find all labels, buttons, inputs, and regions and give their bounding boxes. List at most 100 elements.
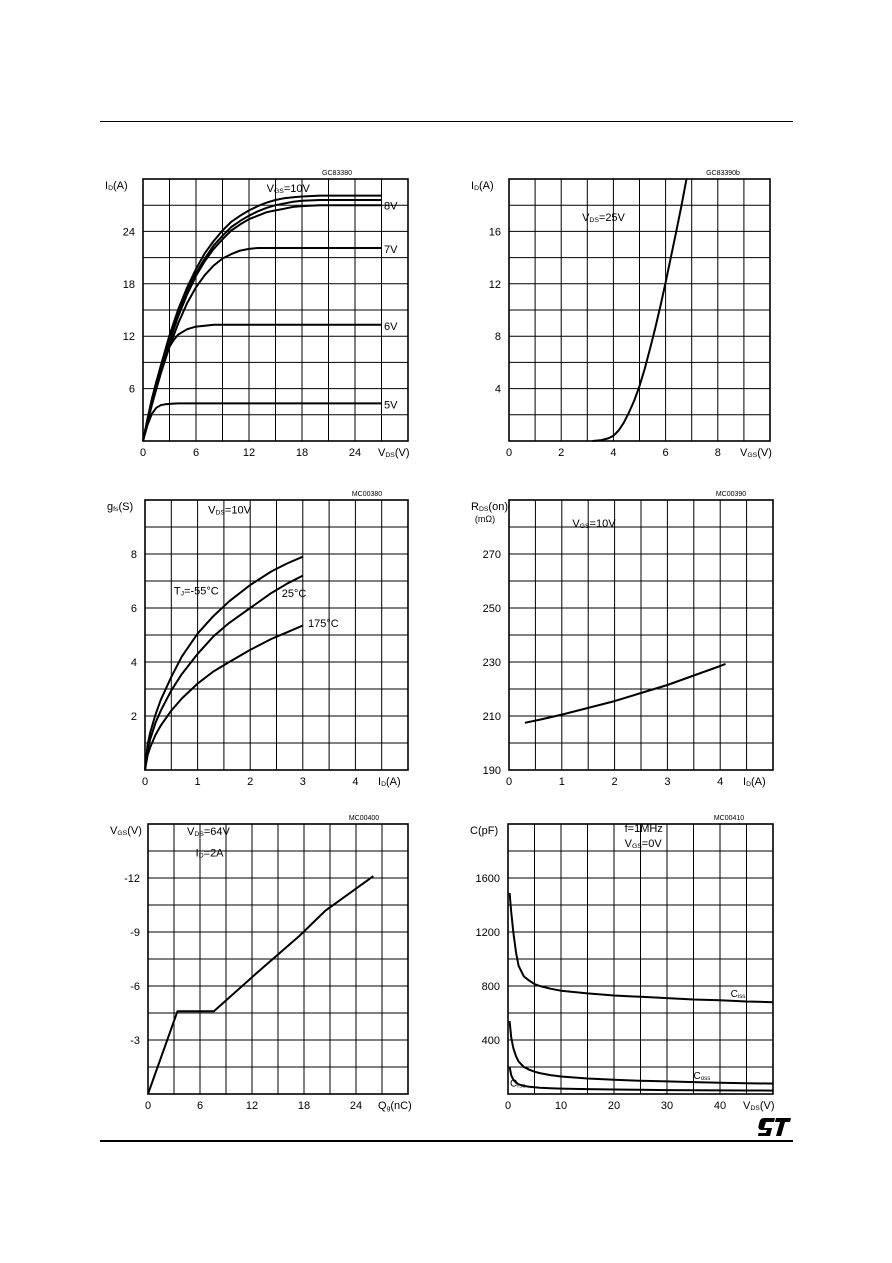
x-tick-label: 6 — [197, 1100, 203, 1112]
x-tick-label: 0 — [142, 776, 148, 788]
x-tick-label: 2 — [247, 776, 253, 788]
x-tick-label: 6 — [663, 447, 669, 459]
x-tick-label: 24 — [350, 1100, 362, 1112]
x-tick-label: 10 — [555, 1100, 567, 1112]
series-line-3 — [142, 247, 382, 442]
series-line-0 — [144, 555, 304, 771]
chart-id-label: MC00380 — [352, 491, 382, 498]
plot-frame — [508, 499, 774, 771]
y-axis-label: VGS(V) — [110, 825, 142, 837]
y-tick-label: 8 — [131, 549, 137, 561]
y-tick-label: 210 — [483, 711, 501, 723]
x-axis-label: VDS(V) — [743, 1100, 774, 1112]
grid — [145, 500, 408, 770]
series-line-1 — [144, 574, 304, 771]
x-tick-label: 4 — [610, 447, 616, 459]
annotation-label: VGS=10V — [572, 518, 616, 530]
series-line-0 — [508, 892, 774, 1004]
series-label: 8V — [384, 200, 398, 212]
y-axis-label: RDS(on) — [471, 501, 508, 513]
x-axis-label: VGS(V) — [740, 447, 772, 459]
x-tick-label: 40 — [714, 1100, 726, 1112]
annotation-label: f=1MHz — [625, 823, 663, 835]
y-tick-label: 1600 — [476, 873, 500, 885]
y-tick-label: 230 — [483, 657, 501, 669]
plot-frame — [144, 499, 409, 771]
series-line-5 — [142, 402, 382, 442]
plot-frame — [508, 178, 771, 442]
series-line-2 — [142, 204, 382, 442]
series-line-0 — [524, 662, 726, 724]
x-tick-label: 1 — [195, 776, 201, 788]
x-tick-label: 2 — [558, 447, 564, 459]
x-tick-label: 0 — [145, 1100, 151, 1112]
y-axis-label: C(pF) — [470, 825, 498, 837]
series-label: Crss — [510, 1079, 525, 1090]
series-line-0 — [592, 178, 688, 442]
series-label: Coss — [694, 1071, 711, 1082]
y-tick-label: -9 — [130, 927, 140, 939]
y-tick-label: 12 — [123, 331, 135, 343]
annotation-label: VDS=64V — [187, 826, 230, 838]
chart-gc83390b: GC83390b 0 2 4 6 8 4 8 12 16 VGS(V) ID(A) VDS=25V — [471, 170, 772, 459]
chart-mc00390: MC00390 0 1 2 3 4 190 210 230 250 270 ID(A) RDS(on)(… — [471, 491, 774, 788]
y-axis-label: ID(A) — [471, 180, 494, 192]
series-line-0 — [147, 875, 374, 1095]
chart-mc00380: MC00380 0 1 2 3 4 2 4 6 8 ID(A) gfs(S) VDS=10V TJ=-55… — [107, 491, 409, 788]
series-label: Ciss — [731, 989, 746, 1000]
top-rule — [100, 121, 793, 122]
y-axis-label: ID(A) — [105, 180, 128, 192]
y-tick-label: 16 — [489, 226, 501, 238]
annotation-label: VGS=0V — [625, 838, 663, 850]
x-tick-label: 20 — [608, 1100, 620, 1112]
y-tick-label: 270 — [483, 549, 501, 561]
series-line-4 — [142, 323, 382, 442]
x-tick-label: 0 — [506, 447, 512, 459]
chart-id-label: GC83380 — [322, 170, 352, 177]
x-axis-label: ID(A) — [743, 776, 766, 788]
series-line-2 — [508, 1066, 774, 1092]
x-tick-label: 24 — [349, 447, 361, 459]
y-tick-label: -12 — [124, 873, 140, 885]
annotation-label: ID=2A — [196, 847, 225, 859]
x-tick-label: 18 — [298, 1100, 310, 1112]
bottom-rule — [100, 1140, 793, 1142]
series-label: 25°C — [282, 588, 307, 600]
st-logo-icon — [758, 1118, 791, 1136]
y-tick-label: 6 — [131, 603, 137, 615]
y-tick-label: 250 — [483, 603, 501, 615]
y-tick-label: 4 — [495, 384, 501, 396]
y-tick-label: 18 — [123, 279, 135, 291]
x-tick-label: 6 — [193, 447, 199, 459]
series-line-1 — [508, 1021, 774, 1085]
grid — [143, 179, 408, 441]
y-tick-label: 2 — [131, 711, 137, 723]
x-tick-label: 1 — [559, 776, 565, 788]
plot-frame — [142, 178, 409, 442]
y-axis-label: gfs(S) — [107, 501, 133, 513]
x-axis-label: Qg(nC) — [378, 1100, 412, 1112]
grid — [509, 500, 773, 770]
chart-id-label: MC00410 — [714, 815, 744, 822]
plot-frame — [507, 823, 774, 1095]
y-tick-label: 190 — [483, 765, 501, 777]
chart-id-label: MC00390 — [716, 491, 746, 498]
chart-id-label: GC83390b — [706, 170, 740, 177]
x-tick-label: 3 — [664, 776, 670, 788]
x-tick-label: 4 — [352, 776, 358, 788]
grid — [508, 824, 773, 1094]
chart-mc00400: MC00400 0 6 12 18 24 -3 -6 -9 -12 Qg(nC) VGS(V) VDS=… — [110, 815, 412, 1112]
annotation-label: VDS=10V — [208, 505, 251, 517]
series-line-0 — [142, 194, 382, 442]
y-tick-label: 12 — [489, 279, 501, 291]
series-label: 6V — [384, 321, 398, 333]
x-tick-label: 2 — [612, 776, 618, 788]
y-tick-label: 4 — [131, 657, 137, 669]
series-line-2 — [144, 624, 304, 771]
series-label: 7V — [384, 244, 398, 256]
chart-mc00410: MC00410 0 10 20 30 40 400 800 1200 1600 VDS(V) C(pF… — [470, 815, 774, 1112]
x-tick-label: 0 — [140, 447, 146, 459]
x-tick-label: 12 — [243, 447, 255, 459]
y-tick-label: 8 — [495, 331, 501, 343]
series-label: 5V — [384, 399, 398, 411]
